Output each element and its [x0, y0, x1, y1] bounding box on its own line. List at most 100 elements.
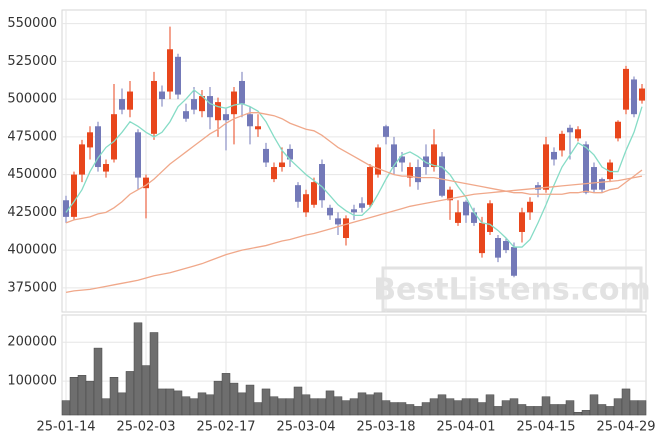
candle-body — [343, 218, 349, 239]
volume-bar — [469, 398, 479, 416]
volume-bar — [397, 402, 407, 416]
candle-body — [351, 209, 357, 213]
volume-bar — [229, 382, 239, 416]
candle-body — [335, 218, 341, 225]
volume-bar — [69, 377, 79, 416]
volume-bar — [93, 347, 103, 416]
price-frame — [61, 9, 647, 313]
candle-body — [583, 144, 589, 193]
candle-body — [527, 201, 533, 213]
candle-body — [295, 185, 301, 202]
candle-body — [263, 148, 269, 163]
volume-bar — [453, 400, 463, 416]
candle-body — [311, 182, 317, 205]
volume-bar — [613, 398, 623, 416]
candle-body — [175, 56, 181, 95]
volume-bar — [477, 402, 487, 416]
candle-body — [79, 144, 85, 175]
volume-bar — [85, 380, 95, 416]
candle-body — [231, 91, 237, 115]
volume-bar — [533, 406, 543, 416]
candle-body — [383, 126, 389, 137]
volume-bar — [525, 406, 535, 416]
candle-body — [127, 91, 133, 110]
volume-bar — [205, 394, 215, 416]
volume-bar — [413, 406, 423, 416]
candle-body — [487, 203, 493, 232]
volume-bar — [277, 398, 287, 416]
y-tick-label: 425000 — [7, 205, 57, 220]
moving-average — [65, 89, 643, 248]
volume-bar — [605, 406, 615, 416]
volume-bar — [389, 402, 399, 416]
volume-bar — [165, 388, 175, 416]
candle-body — [599, 179, 605, 190]
volume-bar — [101, 398, 111, 416]
candle-body — [391, 144, 397, 168]
volume-bar — [61, 400, 71, 416]
candle-body — [71, 174, 77, 217]
candle-body — [623, 68, 629, 110]
volume-bar — [429, 398, 439, 416]
candle-body — [135, 132, 141, 178]
x-tick-label: 25-04-15 — [516, 420, 575, 435]
x-tick-label: 25-03-04 — [276, 420, 335, 435]
candle-body — [479, 222, 485, 254]
candle-body — [447, 189, 453, 201]
candle-body — [111, 114, 117, 160]
volume-bar — [77, 375, 87, 416]
watermark: BestListens.com — [373, 273, 651, 308]
volume-bar — [309, 398, 319, 416]
candle-body — [287, 148, 293, 160]
candle-body — [119, 99, 125, 110]
candle-body — [575, 129, 581, 139]
volume-bar — [589, 394, 599, 416]
volume-bar — [405, 404, 415, 416]
candle-body — [223, 114, 229, 121]
x-tick-label: 25-03-18 — [356, 420, 415, 435]
x-tick-label: 25-02-03 — [116, 420, 175, 435]
volume-bar — [253, 402, 263, 416]
candle-body — [495, 238, 501, 258]
x-tick-label: 25-04-29 — [596, 420, 655, 435]
y-tick-label: 400000 — [7, 243, 57, 258]
candle-body — [255, 126, 261, 130]
volume-bar — [341, 400, 351, 416]
volume-bar — [125, 371, 135, 416]
candle-body — [199, 96, 205, 112]
candle-body — [167, 49, 173, 92]
volume-bar — [373, 392, 383, 416]
candle-body — [431, 144, 437, 168]
candle-body — [607, 162, 613, 180]
volume-bar — [565, 400, 575, 416]
volume-bar — [621, 388, 631, 416]
candle-body — [407, 167, 413, 178]
candle-body — [375, 147, 381, 175]
y-tick-label: 375000 — [7, 280, 57, 295]
candle-body — [359, 203, 365, 208]
volume-bar — [109, 377, 119, 416]
candle-body — [503, 241, 509, 251]
candle-body — [87, 132, 93, 148]
volume-bar — [261, 388, 271, 416]
volume-bar — [557, 404, 567, 416]
y-tick-label: 550000 — [7, 16, 57, 31]
volume-bar — [581, 410, 591, 416]
candle-body — [519, 212, 525, 232]
candle-body — [551, 151, 557, 160]
volume-bar — [149, 332, 159, 416]
volume-bar — [237, 392, 247, 416]
candle-body — [399, 156, 405, 163]
candle-body — [591, 167, 597, 190]
volume-bar — [493, 406, 503, 416]
candle-body — [271, 167, 277, 180]
candle-body — [439, 156, 445, 196]
y-tick-label: 475000 — [7, 129, 57, 144]
candle-body — [183, 111, 189, 119]
candle-body — [631, 79, 637, 115]
candle-body — [559, 133, 565, 151]
volume-bar — [301, 394, 311, 416]
candle-body — [247, 114, 253, 127]
y-tick-label: 500000 — [7, 92, 57, 107]
volume-bar — [221, 373, 231, 416]
